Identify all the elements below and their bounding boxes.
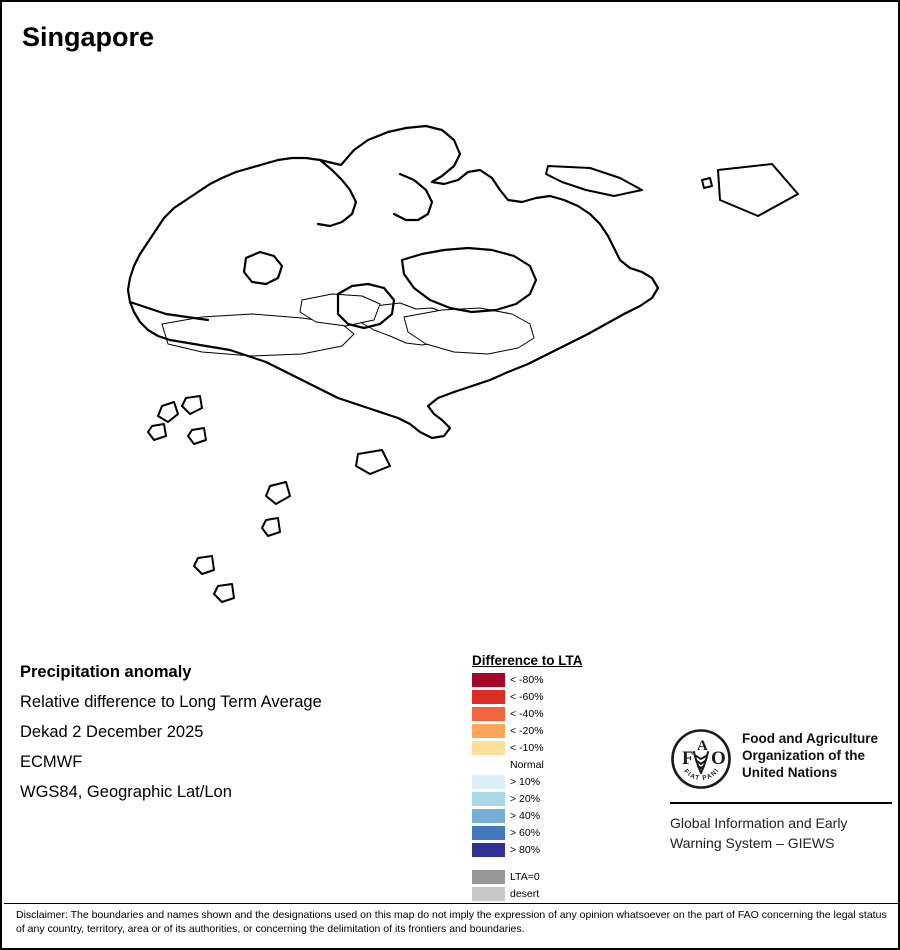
legend-swatch xyxy=(472,774,505,789)
map-layer-offshore-islands xyxy=(147,163,799,603)
fao-name-line-2: Organization of the xyxy=(742,748,865,763)
map-info-block: Precipitation anomaly Relative differenc… xyxy=(20,657,440,807)
legend-swatch xyxy=(472,886,505,901)
island-south-7 xyxy=(193,555,215,575)
legend-swatch xyxy=(472,825,505,840)
region-east xyxy=(403,307,535,355)
island-south-2 xyxy=(181,395,203,415)
page-title: Singapore xyxy=(22,22,155,52)
legend-swatch xyxy=(472,672,505,687)
main-island-inlet-northeast xyxy=(392,172,434,222)
legend-swatch xyxy=(472,791,505,806)
legend-row: LTA=0 xyxy=(472,868,642,885)
region-west xyxy=(161,313,355,357)
legend-row: Normal xyxy=(472,756,642,773)
fao-organization-name: Food and Agriculture Organization of the… xyxy=(742,730,878,781)
island-south-8 xyxy=(213,583,235,603)
legend-row: < -80% xyxy=(472,671,642,688)
map-legend: Difference to LTA < -80% < -60% < -40% < -2… xyxy=(472,653,642,902)
main-island-central-catchment xyxy=(336,282,396,330)
legend-label: > 20% xyxy=(510,792,541,805)
legend-row: > 40% xyxy=(472,807,642,824)
legend-row: desert xyxy=(472,885,642,902)
island-south-1 xyxy=(157,401,179,423)
singapore-map-svg xyxy=(126,124,799,603)
main-island-west-coast-detail xyxy=(128,300,210,322)
legend-label: > 60% xyxy=(510,826,541,839)
info-line-projection: WGS84, Geographic Lat/Lon xyxy=(20,783,232,801)
legend-label: < -60% xyxy=(510,690,544,703)
legend-swatch xyxy=(472,842,505,857)
island-pulau-tekong xyxy=(717,163,799,217)
legend-row: < -60% xyxy=(472,688,642,705)
info-line-source: ECMWF xyxy=(20,753,83,771)
legend-row: < -20% xyxy=(472,722,642,739)
svg-text:F: F xyxy=(682,748,694,769)
main-island-outline xyxy=(126,124,660,440)
legend-row: > 10% xyxy=(472,773,642,790)
legend-spacer xyxy=(472,858,642,868)
legend-row: > 20% xyxy=(472,790,642,807)
legend-swatch xyxy=(472,758,505,772)
island-south-4 xyxy=(187,427,207,445)
legend-label: < -10% xyxy=(510,741,544,754)
legend-swatch xyxy=(472,808,505,823)
fao-emblem-icon: F A O FIAT PANIS xyxy=(670,728,732,790)
legend-row: > 60% xyxy=(472,824,642,841)
legend-label: LTA=0 xyxy=(510,870,540,883)
legend-row: < -40% xyxy=(472,705,642,722)
legend-label: < -20% xyxy=(510,724,544,737)
legend-label: > 10% xyxy=(510,775,541,788)
legend-swatch xyxy=(472,689,505,704)
island-south-6 xyxy=(261,517,281,537)
legend-label: Normal xyxy=(510,758,544,771)
map-layer-country-outline xyxy=(126,124,660,440)
legend-swatch xyxy=(472,706,505,721)
legend-entries: < -80% < -60% < -40% < -20% < -10% Normal > 10… xyxy=(472,671,642,858)
legend-swatch xyxy=(472,723,505,738)
island-tekong-kechil xyxy=(701,177,713,189)
region-north xyxy=(299,293,381,327)
island-pulau-ubin xyxy=(545,165,643,197)
disclaimer-text: Disclaimer: The boundaries and names sho… xyxy=(16,909,887,935)
svg-text:A: A xyxy=(697,738,708,754)
legend-title: Difference to LTA xyxy=(472,653,583,668)
main-island-reservoir xyxy=(242,250,284,286)
info-line-period: Dekad 2 December 2025 xyxy=(20,723,204,741)
island-sentosa xyxy=(265,481,291,505)
giews-programme-name: Global Information and Early Warning Sys… xyxy=(670,813,895,853)
map-canvas[interactable] xyxy=(2,62,898,642)
map-layer-admin-regions xyxy=(161,293,535,357)
island-south-9 xyxy=(355,449,391,475)
disclaimer-divider xyxy=(4,903,898,904)
svg-text:O: O xyxy=(711,748,726,769)
legend-label: < -40% xyxy=(510,707,544,720)
info-line-description: Relative difference to Long Term Average xyxy=(20,693,322,711)
legend-label: > 80% xyxy=(510,843,541,856)
legend-label: > 40% xyxy=(510,809,541,822)
legend-row: < -10% xyxy=(472,739,642,756)
giews-line-2: Warning System – GIEWS xyxy=(670,835,835,851)
giews-line-1: Global Information and Early xyxy=(670,815,848,831)
legend-extra-entries: LTA=0 desert xyxy=(472,868,642,902)
fao-name-line-1: Food and Agriculture xyxy=(742,731,878,746)
legend-label: desert xyxy=(510,887,540,900)
main-island-east-region-outline xyxy=(400,246,538,314)
main-island-inlet-north xyxy=(316,158,358,228)
fao-logo-block: F A O FIAT PANIS xyxy=(670,728,895,853)
island-south-3 xyxy=(147,423,167,441)
legend-label: < -80% xyxy=(510,673,544,686)
fao-name-line-3: United Nations xyxy=(742,765,838,780)
info-line-title: Precipitation anomaly xyxy=(20,663,192,681)
legend-row: > 80% xyxy=(472,841,642,858)
fao-divider xyxy=(670,802,892,804)
legend-swatch xyxy=(472,740,505,755)
legend-swatch xyxy=(472,869,505,884)
